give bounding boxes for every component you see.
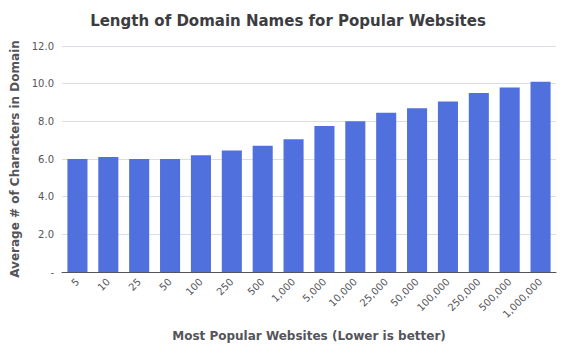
svg-text:-: - bbox=[50, 267, 54, 278]
svg-text:100,000: 100,000 bbox=[415, 276, 452, 313]
svg-text:2.0: 2.0 bbox=[38, 229, 54, 240]
svg-text:25,000: 25,000 bbox=[358, 276, 390, 308]
svg-text:250,000: 250,000 bbox=[446, 276, 483, 313]
svg-text:5: 5 bbox=[69, 276, 81, 288]
svg-text:50,000: 50,000 bbox=[388, 276, 421, 309]
svg-text:100: 100 bbox=[184, 276, 205, 297]
svg-text:50: 50 bbox=[157, 276, 174, 293]
svg-text:5,000: 5,000 bbox=[300, 276, 328, 304]
svg-text:25: 25 bbox=[126, 276, 143, 293]
svg-text:10.0: 10.0 bbox=[32, 78, 54, 89]
svg-text:500,000: 500,000 bbox=[476, 276, 514, 314]
svg-text:Length of Domain Names for Pop: Length of Domain Names for Popular Websi… bbox=[90, 12, 486, 30]
svg-text:500: 500 bbox=[245, 276, 266, 297]
svg-text:4.0: 4.0 bbox=[38, 191, 54, 202]
svg-text:12.0: 12.0 bbox=[32, 41, 54, 52]
svg-text:8.0: 8.0 bbox=[38, 116, 54, 127]
svg-text:1,000: 1,000 bbox=[269, 276, 297, 304]
svg-text:6.0: 6.0 bbox=[38, 154, 54, 165]
svg-text:10: 10 bbox=[95, 276, 112, 293]
svg-text:Average # of Characters in Dom: Average # of Characters in Domain bbox=[8, 40, 22, 278]
svg-text:250: 250 bbox=[214, 276, 235, 297]
svg-text:10,000: 10,000 bbox=[327, 276, 359, 308]
svg-text:1,000,000: 1,000,000 bbox=[501, 276, 545, 320]
svg-text:Most Popular Websites (Lower i: Most Popular Websites (Lower is better) bbox=[172, 329, 446, 343]
